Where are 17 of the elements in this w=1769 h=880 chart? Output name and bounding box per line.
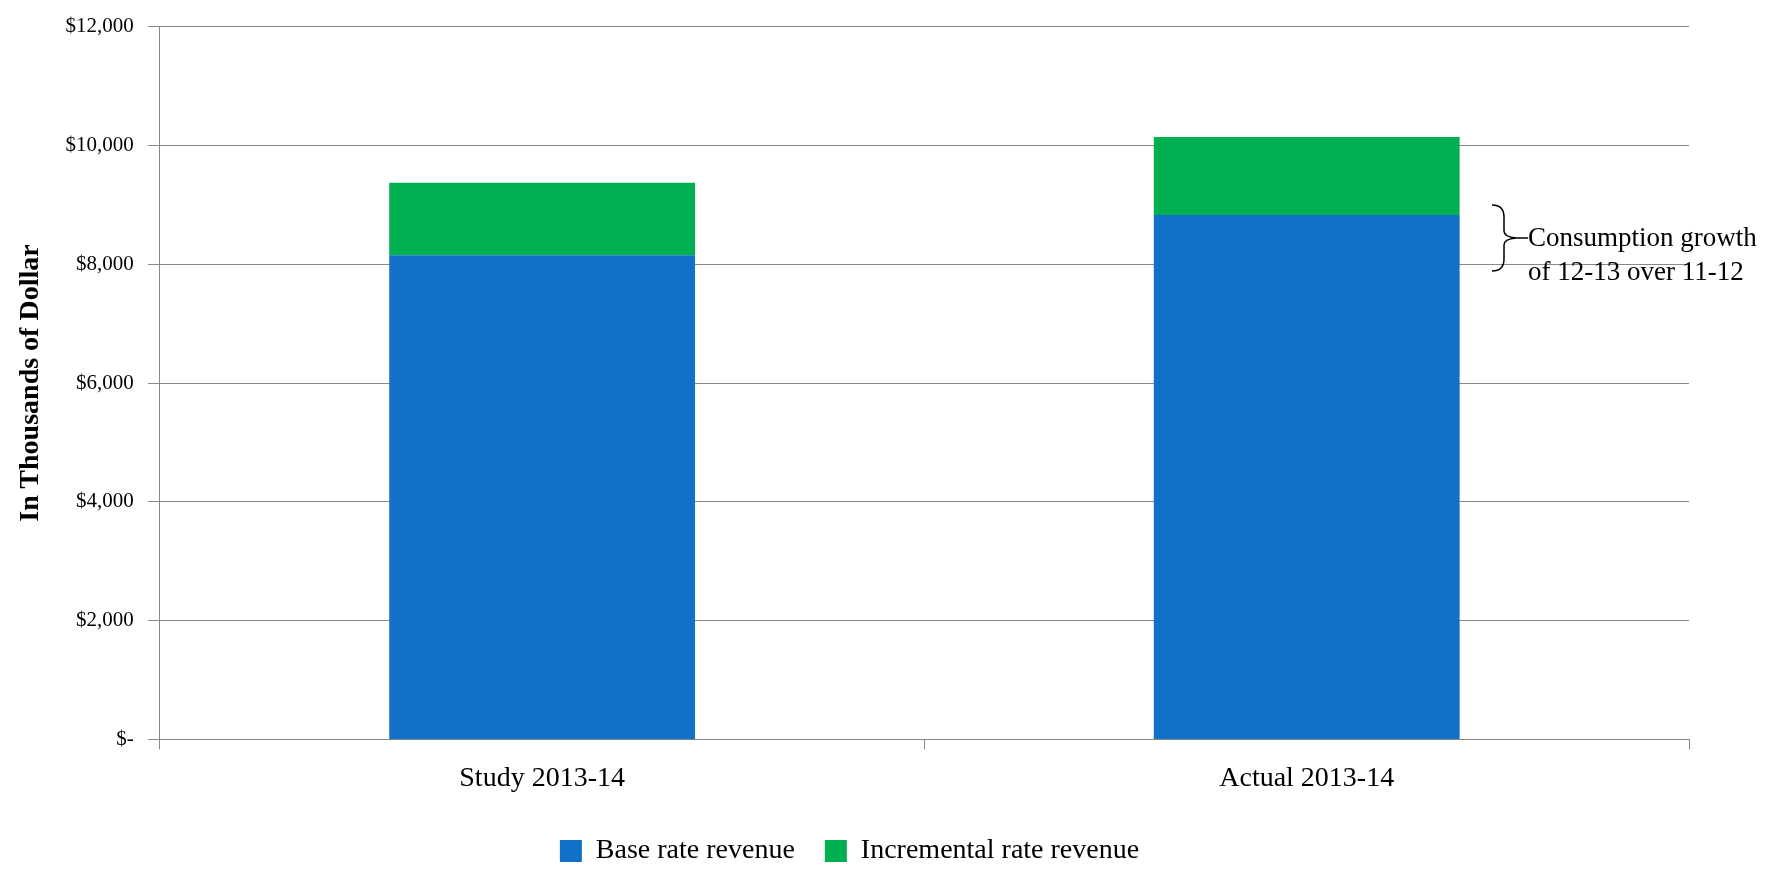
y-tick-label: $8,000: [76, 250, 134, 275]
annotation: Consumption growth of 12-13 over 11-12: [1528, 221, 1758, 288]
y-tick-label: $4,000: [76, 488, 134, 513]
bar: [1153, 214, 1460, 739]
bar: [389, 182, 696, 256]
legend-label: Base rate revenue: [595, 833, 795, 865]
y-tick-label: $10,000: [65, 131, 134, 156]
y-tick-label: $-: [116, 725, 134, 750]
x-tick-label: Study 2013-14: [459, 760, 625, 792]
y-tick-label: $6,000: [76, 369, 134, 394]
bar: [1153, 137, 1460, 215]
x-tick-label: Actual 2013-14: [1219, 760, 1395, 792]
legend-label: Incremental rate revenue: [860, 833, 1140, 865]
y-tick-label: $12,000: [65, 13, 134, 38]
y-tick-label: $2,000: [76, 607, 134, 632]
y-axis-title: In Thousands of Dollar: [13, 244, 45, 522]
bar: [389, 255, 696, 739]
